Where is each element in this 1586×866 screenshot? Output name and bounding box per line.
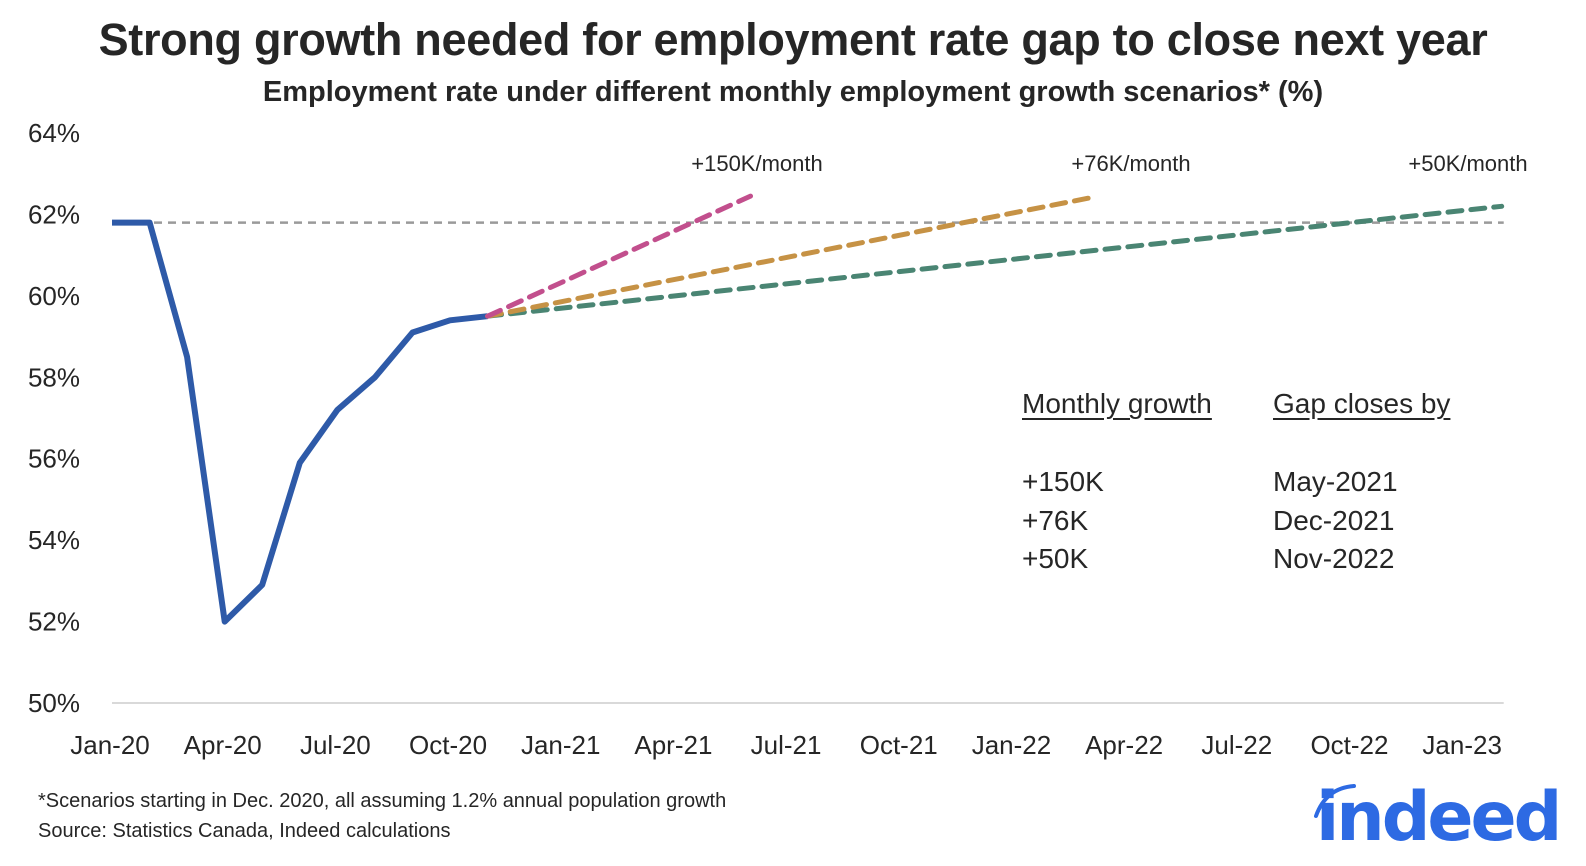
x-tick-label: Jan-20 (70, 730, 150, 760)
chart-subtitle: Employment rate under different monthly … (262, 76, 1324, 108)
x-tick-label: Jan-21 (521, 730, 601, 760)
table-cell-date: Nov-2022 (1273, 543, 1395, 574)
series-annotation: +150K/month (691, 151, 822, 176)
table-cell-growth: +76K (1022, 505, 1089, 536)
source-note: Source: Statistics Canada, Indeed calcul… (38, 820, 451, 842)
x-tick-label: Apr-22 (1085, 730, 1163, 760)
y-tick-label: 56% (28, 444, 80, 474)
table-header-gap-closes-by: Gap closes by (1273, 388, 1451, 419)
table-cell-growth: +50K (1022, 543, 1089, 574)
series-annotation: +50K/month (1408, 151, 1527, 176)
x-tick-label: Jan-23 (1422, 730, 1502, 760)
x-tick-label: Oct-20 (409, 730, 487, 760)
y-tick-label: 62% (28, 199, 80, 229)
y-tick-label: 52% (28, 607, 80, 637)
table-cell-date: May-2021 (1273, 466, 1398, 497)
x-tick-label: Jul-20 (300, 730, 371, 760)
y-tick-label: 64% (28, 118, 80, 148)
x-tick-label: Oct-22 (1310, 730, 1388, 760)
y-tick-label: 50% (28, 688, 80, 718)
x-tick-label: Jul-22 (1201, 730, 1272, 760)
table-cell-growth: +150K (1022, 466, 1104, 497)
series-group (112, 193, 1505, 625)
x-tick-label: Jan-22 (972, 730, 1052, 760)
x-tick-label: Apr-21 (634, 730, 712, 760)
y-tick-label: 60% (28, 281, 80, 311)
series-line-76k-month (485, 195, 1092, 319)
series-line-employment-rate-actual (112, 219, 488, 625)
y-tick-label: 54% (28, 525, 80, 555)
series-line-50k-month (485, 203, 1505, 319)
x-tick-label: Apr-20 (184, 730, 262, 760)
footnote: *Scenarios starting in Dec. 2020, all as… (38, 790, 727, 812)
indeed-logo: indeed (1316, 778, 1562, 857)
y-axis-ticks: 50% 52% 54% 56% 58% 60% 62% 64% (28, 118, 80, 718)
x-tick-label: Jul-21 (751, 730, 822, 760)
series-line-150k-month (485, 193, 753, 319)
y-tick-label: 58% (28, 362, 80, 392)
x-axis-ticks: Jan-20 Apr-20 Jul-20 Oct-20 Jan-21 Apr-21 Jul-… (70, 730, 1502, 760)
series-annotation: +76K/month (1071, 151, 1190, 176)
series-annotations: +150K/month +76K/month +50K/month (691, 151, 1527, 176)
chart-title: Strong growth needed for employment rate… (98, 14, 1488, 65)
table-header-monthly-growth: Monthly growth (1022, 388, 1212, 419)
table-cell-date: Dec-2021 (1273, 505, 1395, 536)
indeed-logo-arc-icon (1314, 784, 1356, 818)
x-tick-label: Oct-21 (860, 730, 938, 760)
